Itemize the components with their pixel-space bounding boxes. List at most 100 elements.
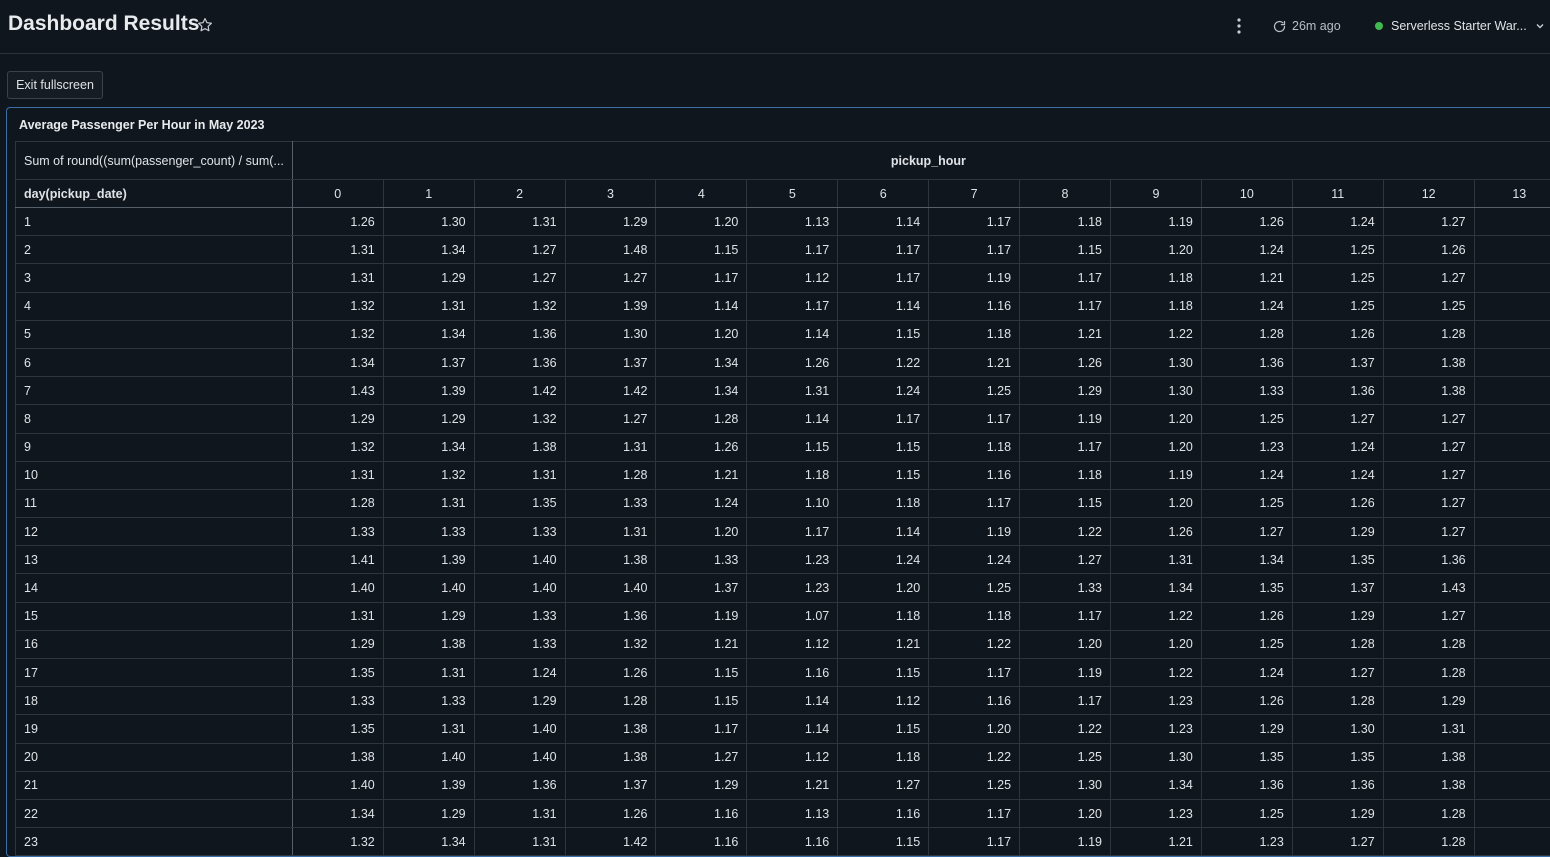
table-cell: 1.16 [929, 687, 1020, 715]
table-cell [1474, 630, 1550, 658]
table-cell: 1.40 [474, 546, 565, 574]
table-cell: 1.19 [656, 602, 747, 630]
row-header: 14 [16, 574, 293, 602]
table-cell: 1.25 [1292, 264, 1383, 292]
column-header: 0 [292, 180, 383, 208]
favorite-star-icon[interactable] [196, 16, 214, 34]
table-cell: 1.13 [747, 799, 838, 827]
table-cell: 1.30 [1110, 348, 1201, 376]
column-header: 13 [1474, 180, 1550, 208]
table-cell: 1.29 [656, 771, 747, 799]
table-cell: 1.34 [656, 348, 747, 376]
table-cell: 1.22 [929, 630, 1020, 658]
column-header: 9 [1110, 180, 1201, 208]
table-cell: 1.16 [656, 828, 747, 856]
table-cell: 1.26 [656, 433, 747, 461]
table-cell: 1.28 [1292, 687, 1383, 715]
row-header: 7 [16, 377, 293, 405]
table-cell: 1.17 [929, 208, 1020, 236]
row-header: 9 [16, 433, 293, 461]
table-cell: 1.18 [1110, 264, 1201, 292]
table-cell: 1.16 [929, 461, 1020, 489]
table-cell: 1.39 [565, 292, 656, 320]
table-cell: 1.28 [1201, 320, 1292, 348]
table-cell: 1.41 [292, 546, 383, 574]
table-cell: 1.20 [656, 518, 747, 546]
table-cell: 1.28 [292, 489, 383, 517]
table-cell: 1.20 [1020, 799, 1111, 827]
table-cell [1474, 264, 1550, 292]
table-cell: 1.20 [1110, 433, 1201, 461]
table-cell: 1.14 [656, 292, 747, 320]
table-cell: 1.28 [565, 461, 656, 489]
refresh-button[interactable]: 26m ago [1272, 17, 1341, 35]
table-cell: 1.23 [1110, 715, 1201, 743]
table-cell [1474, 574, 1550, 602]
table-cell: 1.14 [838, 518, 929, 546]
table-cell: 1.34 [383, 236, 474, 264]
table-cell: 1.27 [1383, 518, 1474, 546]
table-cell: 1.39 [383, 546, 474, 574]
table-cell: 1.32 [565, 630, 656, 658]
table-cell: 1.32 [474, 292, 565, 320]
table-cell: 1.28 [565, 687, 656, 715]
table-cell: 1.33 [474, 630, 565, 658]
warehouse-selector[interactable]: Serverless Starter War... [1372, 17, 1545, 35]
table-cell: 1.15 [656, 236, 747, 264]
table-cell: 1.23 [747, 546, 838, 574]
table-cell [1474, 602, 1550, 630]
measure-label: Sum of round((sum(passenger_count) / sum… [16, 142, 293, 180]
table-cell: 1.37 [383, 348, 474, 376]
table-cell: 1.21 [656, 461, 747, 489]
table-cell: 1.29 [474, 687, 565, 715]
table-cell: 1.24 [1292, 461, 1383, 489]
row-header: 10 [16, 461, 293, 489]
table-cell: 1.21 [1201, 264, 1292, 292]
more-options-icon[interactable] [1230, 15, 1248, 37]
table-cell: 1.33 [474, 602, 565, 630]
table-cell: 1.29 [292, 405, 383, 433]
row-header: 2 [16, 236, 293, 264]
table-cell: 1.28 [1383, 799, 1474, 827]
table-cell: 1.16 [929, 292, 1020, 320]
table-cell: 1.15 [1020, 489, 1111, 517]
table-cell: 1.25 [1020, 743, 1111, 771]
table-cell: 1.29 [1383, 687, 1474, 715]
table-cell: 1.27 [565, 405, 656, 433]
table-cell: 1.17 [838, 264, 929, 292]
table-cell: 1.20 [1020, 630, 1111, 658]
table-cell: 1.14 [747, 320, 838, 348]
table-cell: 1.40 [292, 771, 383, 799]
table-cell: 1.25 [1201, 630, 1292, 658]
table-cell: 1.36 [474, 348, 565, 376]
table-cell: 1.32 [292, 828, 383, 856]
table-cell [1474, 687, 1550, 715]
table-cell: 1.38 [292, 743, 383, 771]
table-cell: 1.40 [474, 574, 565, 602]
table-cell: 1.26 [1110, 518, 1201, 546]
table-cell: 1.27 [565, 264, 656, 292]
table-cell [1474, 292, 1550, 320]
table-cell: 1.24 [1201, 659, 1292, 687]
table-cell: 1.25 [1201, 799, 1292, 827]
table-cell: 1.27 [1383, 208, 1474, 236]
table-cell: 1.16 [656, 799, 747, 827]
table-cell: 1.31 [383, 715, 474, 743]
table-cell [1474, 208, 1550, 236]
table-cell: 1.29 [383, 799, 474, 827]
table-cell: 1.25 [1201, 489, 1292, 517]
table-cell: 1.27 [1383, 461, 1474, 489]
exit-fullscreen-button[interactable]: Exit fullscreen [7, 71, 103, 99]
table-cell: 1.17 [929, 489, 1020, 517]
table-cell: 1.40 [565, 574, 656, 602]
table-cell: 1.26 [1201, 602, 1292, 630]
table-cell: 1.31 [474, 461, 565, 489]
table-cell: 1.29 [383, 602, 474, 630]
table-cell: 1.21 [1110, 828, 1201, 856]
